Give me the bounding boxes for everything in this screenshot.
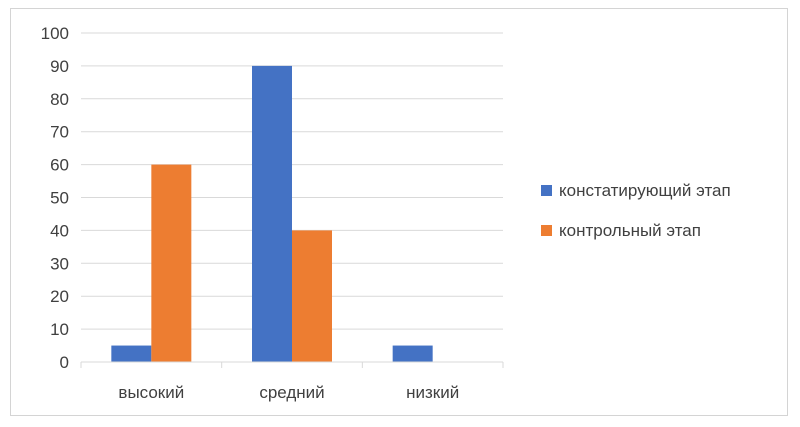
chart-frame: 0 10 20 30 40 50 60 70 80 90 100 высокий средний низ… <box>10 8 788 416</box>
legend-entry: констатирующий этап <box>541 181 731 200</box>
legend: констатирующий этап контрольный этап <box>541 181 731 240</box>
y-tick-label: 20 <box>50 287 69 306</box>
legend-swatch <box>541 185 552 196</box>
y-tick-label: 50 <box>50 189 69 208</box>
x-tick-labels: высокий средний низкий <box>118 383 459 402</box>
y-tick-labels: 0 10 20 30 40 50 60 70 80 90 100 <box>41 24 69 372</box>
legend-entry: контрольный этап <box>541 221 701 240</box>
legend-swatch <box>541 225 552 236</box>
y-tick-label: 90 <box>50 57 69 76</box>
x-tick-label: средний <box>259 383 324 402</box>
bar-series1-0 <box>111 345 152 362</box>
y-tick-label: 0 <box>60 353 69 372</box>
bar-series1-2 <box>392 345 433 362</box>
y-tick-label: 100 <box>41 24 69 43</box>
y-tick-label: 60 <box>50 156 69 175</box>
x-tick-label: высокий <box>118 383 184 402</box>
bar-series2-1 <box>292 230 332 362</box>
y-tick-label: 70 <box>50 123 69 142</box>
legend-label: констатирующий этап <box>559 181 731 200</box>
bar-series2-0 <box>151 164 192 362</box>
y-tick-label: 40 <box>50 221 69 240</box>
bars <box>111 65 433 363</box>
y-tick-label: 80 <box>50 90 69 109</box>
axes <box>80 361 504 368</box>
bar-chart: 0 10 20 30 40 50 60 70 80 90 100 высокий средний низ… <box>41 24 731 402</box>
y-tick-label: 30 <box>50 254 69 273</box>
x-tick-label: низкий <box>406 383 459 402</box>
y-tick-label: 10 <box>50 320 69 339</box>
bar-series1-1 <box>252 65 292 363</box>
legend-label: контрольный этап <box>559 221 701 240</box>
